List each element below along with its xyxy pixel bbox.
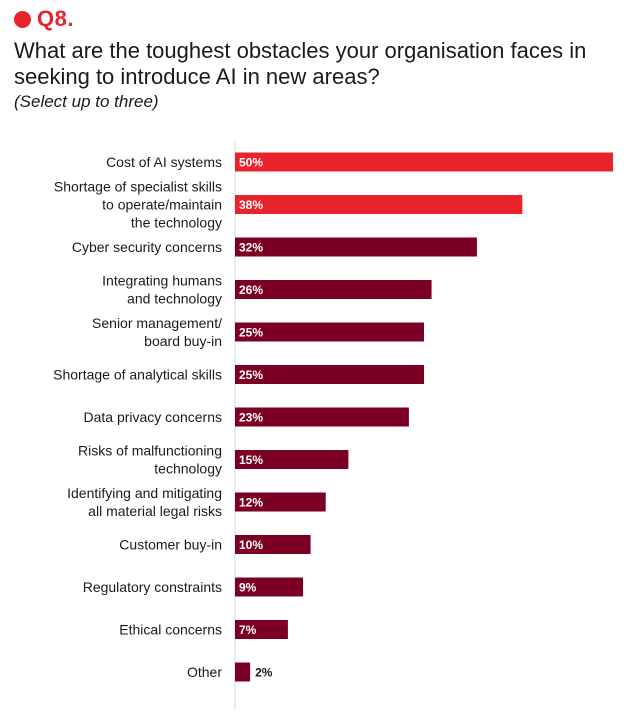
red-bullet-icon [14, 10, 31, 28]
bar [235, 237, 477, 257]
bar [235, 407, 409, 427]
question-number: Q8. [37, 6, 74, 31]
category-label: Cyber security concerns [72, 239, 222, 255]
data-label: 12% [239, 496, 263, 510]
category-label: Customer buy-in [119, 537, 222, 553]
bar [235, 195, 523, 214]
bar [235, 365, 424, 384]
category-label: Other [187, 664, 222, 680]
data-label: 7% [239, 623, 257, 637]
category-label: Risks of malfunctioning technology [78, 443, 222, 477]
category-label: Shortage of analytical skills [53, 367, 222, 383]
bar [235, 620, 288, 639]
bar [235, 152, 613, 172]
question-title: What are the toughest obstacles your org… [14, 38, 587, 89]
data-label: 9% [239, 581, 257, 595]
data-label: 2% [255, 666, 273, 680]
data-label: 38% [239, 198, 263, 212]
bar [235, 280, 432, 299]
category-label: Identifying and mitigating all material l… [67, 485, 222, 519]
category-label: Regulatory constraints [83, 579, 222, 595]
category-label: Integrating humans and technology [102, 273, 222, 307]
category-label: Shortage of specialist skills to operate/… [54, 179, 222, 231]
data-label: 26% [239, 283, 263, 297]
question-header: Q8. [14, 6, 74, 32]
bar [235, 662, 251, 682]
data-label: 15% [239, 453, 263, 467]
category-label: Data privacy concerns [83, 409, 222, 425]
data-label: 25% [239, 326, 263, 340]
data-label: 10% [239, 538, 263, 552]
data-label: 32% [239, 241, 263, 255]
category-label: Cost of AI systems [106, 154, 222, 170]
data-label: 25% [239, 368, 263, 382]
data-label: 50% [239, 156, 263, 170]
bar [235, 577, 304, 597]
question-instruction: (Select up to three) [14, 92, 159, 111]
bar [235, 450, 349, 469]
bar [235, 322, 424, 342]
category-label: Senior management/board buy-in [92, 315, 222, 349]
category-label: Ethical concerns [119, 622, 222, 638]
bar [235, 535, 311, 554]
data-label: 23% [239, 411, 263, 425]
bar [235, 492, 326, 512]
